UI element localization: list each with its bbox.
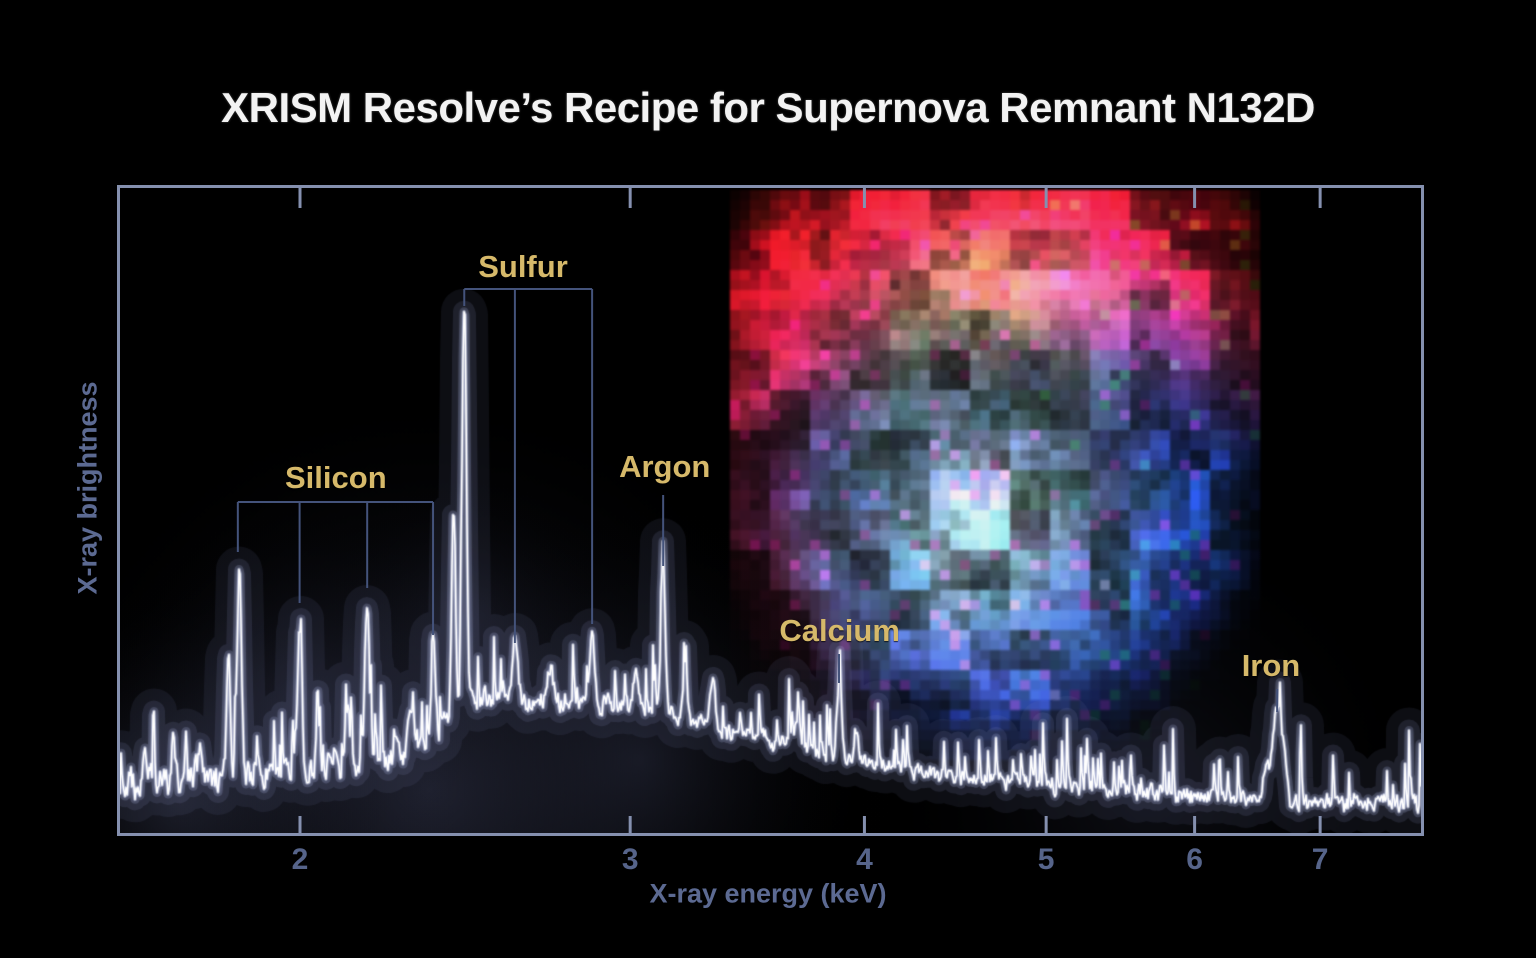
x-axis-label: X-ray energy (keV) bbox=[649, 878, 887, 909]
y-axis-label: X-ray brightness bbox=[72, 381, 103, 595]
x-tick-label: 2 bbox=[291, 843, 309, 876]
x-tick-label: 3 bbox=[621, 843, 639, 876]
element-label-silicon: Silicon bbox=[285, 460, 387, 495]
element-label-sulfur: Sulfur bbox=[478, 249, 568, 284]
x-tick-label: 7 bbox=[1311, 843, 1329, 876]
x-tick-label: 6 bbox=[1186, 843, 1203, 876]
x-tick-label: 5 bbox=[1037, 843, 1055, 876]
page-title: XRISM Resolve’s Recipe for Supernova Rem… bbox=[221, 84, 1315, 131]
element-label-calcium: Calcium bbox=[779, 613, 900, 648]
element-label-argon: Argon bbox=[619, 449, 711, 484]
element-label-iron: Iron bbox=[1241, 648, 1301, 683]
spectrum-canvas bbox=[120, 188, 1421, 833]
spectrum-plot-frame bbox=[117, 185, 1424, 836]
x-tick-label: 4 bbox=[856, 843, 873, 876]
